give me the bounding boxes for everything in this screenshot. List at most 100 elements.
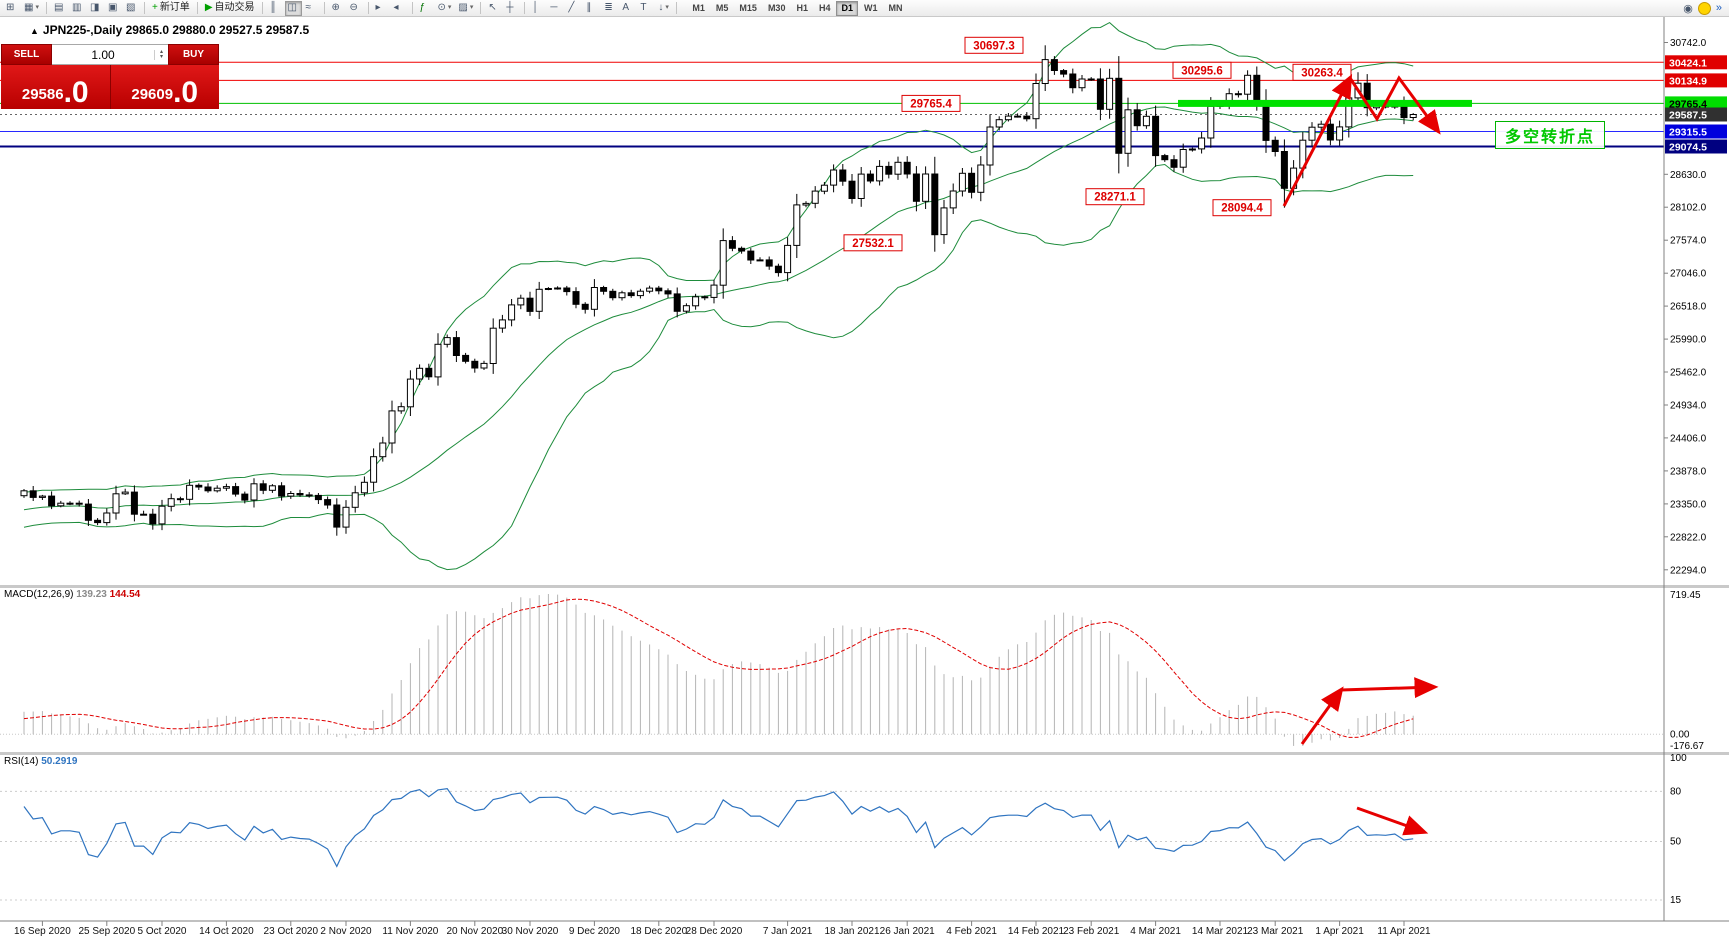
sell-button[interactable]: SELL bbox=[1, 44, 52, 65]
svg-text:5 Oct 2020: 5 Oct 2020 bbox=[138, 926, 187, 937]
market-watch-button[interactable]: ▤ bbox=[51, 1, 68, 16]
bid-price: 29586 bbox=[21, 86, 64, 103]
profiles-button[interactable]: ▦ ▾ bbox=[21, 1, 42, 16]
bollinger-bands bbox=[23, 21, 1414, 571]
volume-spinner[interactable]: ▴ ▾ bbox=[154, 48, 168, 60]
candlestick-chart-button[interactable]: ◫ bbox=[284, 0, 302, 16]
timeframe-m30[interactable]: M30 bbox=[763, 1, 791, 16]
svg-text:30 Nov 2020: 30 Nov 2020 bbox=[502, 926, 559, 937]
spinner-up-icon[interactable]: ▴ bbox=[159, 48, 163, 55]
crosshair-button[interactable]: ┼ bbox=[503, 1, 520, 16]
fibonacci-button[interactable]: ≣ bbox=[601, 1, 618, 16]
trend-arrow[interactable] bbox=[1340, 677, 1439, 699]
price-annotation-label[interactable]: 30263.4 bbox=[1292, 63, 1352, 81]
volume-field[interactable]: 1.00 ▴ ▾ bbox=[52, 44, 168, 65]
rsi-value: 50.2919 bbox=[41, 756, 78, 767]
periods-button[interactable]: ⊙ ▾ bbox=[435, 1, 455, 16]
toolbar-separator bbox=[323, 2, 325, 14]
data-window-button[interactable]: ▥ bbox=[69, 1, 86, 16]
strategy-tester-button[interactable]: ▧ bbox=[123, 1, 140, 16]
buy-button[interactable]: BUY bbox=[168, 44, 219, 65]
zoom-in-button[interactable]: ⊕ bbox=[329, 1, 346, 16]
turning-point-note[interactable]: 多空转折点 bbox=[1495, 121, 1606, 149]
toolbar-right-icons: ◉» bbox=[1683, 1, 1722, 15]
svg-text:-176.67: -176.67 bbox=[1670, 741, 1704, 752]
timeframe-m5[interactable]: M5 bbox=[711, 1, 734, 16]
vertical-line-button[interactable]: │ bbox=[529, 1, 546, 16]
timeframe-h4[interactable]: H4 bbox=[814, 1, 836, 16]
trendline-button[interactable]: ╱ bbox=[565, 1, 582, 16]
new-order-button[interactable]: + 新订单 bbox=[149, 1, 193, 16]
chart-shift-button[interactable]: ◂ bbox=[391, 1, 408, 16]
svg-text:30742.0: 30742.0 bbox=[1670, 38, 1707, 49]
price-annotation-label[interactable]: 30697.3 bbox=[964, 36, 1024, 54]
volume-value[interactable]: 1.00 bbox=[91, 47, 115, 62]
templates-button[interactable]: ▨ ▾ bbox=[455, 1, 476, 16]
timeframe-h1[interactable]: H1 bbox=[791, 1, 813, 16]
svg-text:2 Nov 2020: 2 Nov 2020 bbox=[320, 926, 372, 937]
price-annotation-label[interactable]: 29765.4 bbox=[901, 94, 961, 112]
svg-text:9 Dec 2020: 9 Dec 2020 bbox=[569, 926, 621, 937]
navigator-button[interactable]: ◨ bbox=[87, 1, 104, 16]
trend-arrow[interactable] bbox=[1356, 806, 1429, 836]
bid-price-big-digit: .0 bbox=[63, 76, 89, 110]
timeframe-mn[interactable]: MN bbox=[884, 1, 908, 16]
svg-text:23 Oct 2020: 23 Oct 2020 bbox=[264, 926, 319, 937]
chevron-down-icon: ▾ bbox=[469, 4, 474, 11]
price-annotation-label[interactable]: 30295.6 bbox=[1172, 61, 1232, 79]
bar-chart-button[interactable]: ║ bbox=[267, 1, 284, 16]
svg-text:23350.0: 23350.0 bbox=[1670, 499, 1707, 510]
timeframe-m15[interactable]: M15 bbox=[734, 1, 762, 16]
new-chart-button[interactable]: ⊞ bbox=[3, 1, 20, 16]
price-annotation-label[interactable]: 28094.4 bbox=[1212, 199, 1272, 217]
auto-scroll-button[interactable]: ▸ bbox=[373, 1, 390, 16]
svg-text:28094.4: 28094.4 bbox=[1221, 203, 1263, 215]
axis-price-label: 29587.5 bbox=[1665, 107, 1727, 122]
trend-arrow[interactable] bbox=[1282, 74, 1353, 207]
timeframe-w1[interactable]: W1 bbox=[859, 1, 883, 16]
toolbar-overflow-button[interactable]: » bbox=[1715, 2, 1722, 14]
svg-text:20 Nov 2020: 20 Nov 2020 bbox=[446, 926, 503, 937]
terminal-button[interactable]: ▣ bbox=[105, 1, 122, 16]
chevron-down-icon: ▾ bbox=[447, 4, 452, 11]
expert-advisor-icon[interactable]: ◉ bbox=[1683, 2, 1693, 15]
indicators-button[interactable]: ƒ bbox=[417, 1, 434, 16]
macd-signal-value: 144.54 bbox=[109, 589, 141, 600]
line-chart-button[interactable]: ≈ bbox=[303, 1, 320, 16]
buy-price-button[interactable]: 29609.0 bbox=[110, 65, 219, 109]
horizontal-line-button[interactable]: ─ bbox=[547, 1, 564, 16]
cursor-button[interactable]: ↖ bbox=[485, 1, 502, 16]
svg-text:25 Sep 2020: 25 Sep 2020 bbox=[78, 926, 135, 937]
zoom-out-button[interactable]: ⊖ bbox=[347, 1, 364, 16]
autotrading-button[interactable]: ▶ 自动交易 bbox=[202, 1, 258, 16]
timeframe-d1[interactable]: D1 bbox=[836, 0, 858, 16]
text-button[interactable]: A bbox=[619, 1, 636, 16]
price-annotation-label[interactable]: 28271.1 bbox=[1085, 188, 1145, 206]
notifications-badge[interactable] bbox=[1697, 1, 1711, 15]
macd-signal-line bbox=[23, 598, 1414, 738]
equidistant-channel-button[interactable]: ∥ bbox=[583, 1, 600, 16]
pane-separator[interactable] bbox=[0, 585, 1729, 588]
svg-text:30134.9: 30134.9 bbox=[1669, 75, 1707, 87]
pane-separator[interactable] bbox=[0, 752, 1729, 755]
svg-text:30295.6: 30295.6 bbox=[1181, 65, 1223, 77]
trend-arrow[interactable] bbox=[1300, 686, 1344, 745]
trend-arrow[interactable] bbox=[1348, 75, 1441, 135]
timeframe-m1[interactable]: M1 bbox=[687, 1, 710, 16]
spinner-down-icon[interactable]: ▾ bbox=[159, 53, 163, 60]
toolbar-separator bbox=[524, 2, 526, 14]
sell-price-button[interactable]: 29586.0 bbox=[1, 65, 110, 109]
svg-text:4 Mar 2021: 4 Mar 2021 bbox=[1130, 926, 1181, 937]
svg-text:100: 100 bbox=[1670, 753, 1687, 764]
text-label-button[interactable]: T bbox=[637, 1, 654, 16]
support-zone-highlight[interactable] bbox=[1178, 99, 1472, 107]
price-annotation-label[interactable]: 27532.1 bbox=[843, 234, 903, 252]
svg-text:24406.0: 24406.0 bbox=[1670, 433, 1707, 444]
macd-histogram bbox=[23, 594, 1414, 746]
svg-text:28271.1: 28271.1 bbox=[1094, 192, 1136, 204]
arrows-tool-button[interactable]: ↓ ▾ bbox=[655, 1, 672, 16]
svg-text:29765.4: 29765.4 bbox=[910, 98, 952, 110]
svg-text:14 Feb 2021: 14 Feb 2021 bbox=[1008, 926, 1065, 937]
object-marker-icon: ▲ bbox=[30, 26, 39, 36]
